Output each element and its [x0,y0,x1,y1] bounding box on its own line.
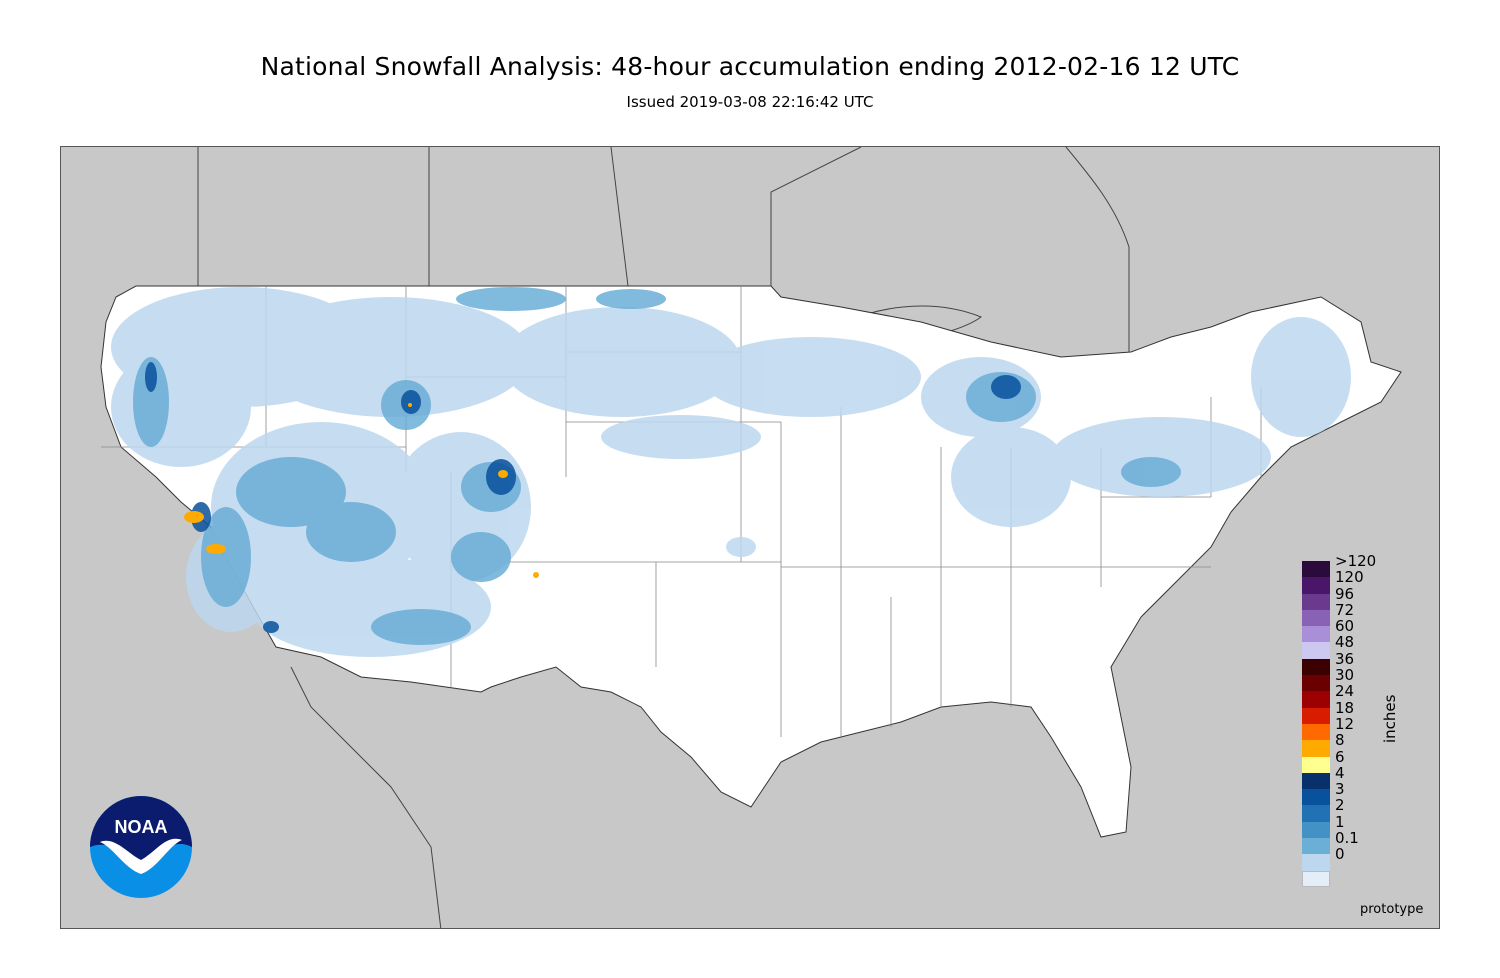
legend-label: 1 [1335,812,1345,831]
legend-swatch [1302,838,1330,855]
legend-label: 18 [1335,698,1355,717]
legend-label: 12 [1335,714,1355,733]
legend-units: inches [1381,694,1399,743]
legend-label: 0.1 [1335,829,1359,848]
legend-swatch [1302,756,1330,773]
map-title: National Snowfall Analysis: 48-hour accu… [260,52,1240,81]
legend-label: 24 [1335,682,1355,701]
legend-label: 8 [1335,731,1345,750]
legend-label: 30 [1335,666,1355,685]
legend-swatch [1302,707,1330,724]
legend-label: 72 [1335,600,1355,619]
legend-label: 4 [1335,763,1345,782]
legend-label: 120 [1335,568,1364,587]
snowfall-map[interactable] [60,146,1440,929]
legend-swatch [1302,593,1330,610]
legend-swatch [1302,691,1330,708]
legend-swatch [1302,723,1330,741]
legend-swatch [1302,642,1330,659]
border-lines [197,147,1130,928]
snowfall-light [111,287,1351,657]
legend-label: 2 [1335,796,1345,815]
issued-timestamp: Issued 2019-03-08 22:16:42 UTC [626,93,874,111]
legend-label: 96 [1335,584,1355,603]
legend-swatch [1302,854,1330,871]
legend-swatch [1302,740,1330,757]
snowfall-peak [184,403,539,578]
legend-label: >120 [1335,552,1377,570]
legend-swatch [1302,805,1330,822]
noaa-logo: NOAA [90,796,192,898]
snowfall-heavy [145,362,1021,633]
legend-swatch [1302,821,1330,839]
legend-swatch [1302,577,1330,594]
legend-swatch [1302,626,1330,643]
legend-labels: >120 120 96 72 60 48 36 30 24 18 12 8 6 4 3 2 1 0.1 0 [1335,553,1376,863]
legend-swatch [1302,772,1330,790]
legend-label: 60 [1335,617,1355,636]
noaa-logo-text: NOAA [115,817,168,837]
legend-swatch [1302,609,1330,627]
legend-label: 3 [1335,780,1345,799]
color-legend [1302,561,1330,887]
legend-label: 48 [1335,633,1355,652]
prototype-label: prototype [1360,902,1424,917]
legend-swatch [1302,675,1330,692]
legend-label: 36 [1335,649,1355,668]
legend-label: 6 [1335,747,1345,766]
legend-swatch [1302,789,1330,806]
legend-swatch [1302,658,1330,676]
legend-label: 0 [1335,845,1345,864]
map-svg [100,147,1402,928]
legend-swatch [1302,870,1330,887]
legend-swatch [1302,561,1330,578]
